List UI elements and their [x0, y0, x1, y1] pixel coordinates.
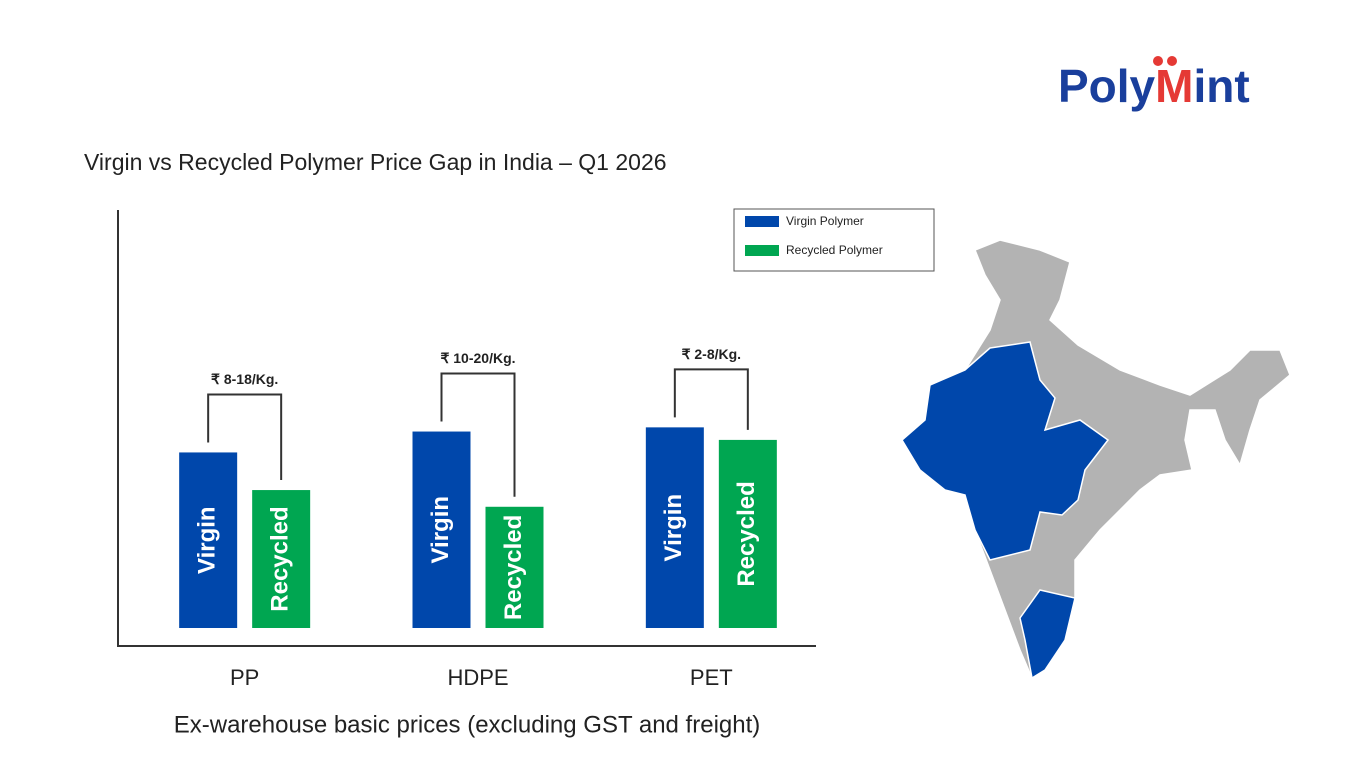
legend-label: Recycled Polymer — [786, 243, 883, 257]
legend-swatch — [745, 245, 779, 256]
gap-label: ₹ 8-18/Kg. — [211, 371, 278, 387]
bar-label: Recycled — [267, 506, 294, 611]
legend-swatch — [745, 216, 779, 227]
x-tick-label: PP — [230, 665, 259, 690]
logo-dot — [1153, 56, 1163, 66]
chart-title: Virgin vs Recycled Polymer Price Gap in … — [84, 149, 667, 175]
gap-bracket — [207, 393, 283, 481]
bar — [179, 452, 238, 628]
gap-bracket — [440, 372, 516, 497]
x-tick-label: PET — [690, 665, 733, 690]
x-tick-label: HDPE — [447, 665, 508, 690]
india-map — [901, 239, 1291, 680]
logo-part: Poly — [1058, 60, 1156, 112]
bar — [252, 490, 311, 628]
gap-label: ₹ 2-8/Kg. — [682, 346, 741, 362]
gap-label: ₹ 10-20/Kg. — [440, 350, 515, 366]
bar-label: Virgin — [660, 494, 687, 562]
caption: Ex-warehouse basic prices (excluding GST… — [174, 711, 761, 738]
bar — [485, 506, 544, 628]
logo-part: int — [1193, 60, 1249, 112]
bar — [645, 427, 704, 628]
bar-label: Virgin — [427, 496, 454, 564]
bar — [718, 439, 777, 628]
logo: PolyMint — [1058, 60, 1250, 112]
legend-label: Virgin Polymer — [786, 214, 864, 228]
bar — [412, 431, 471, 628]
logo-dot — [1167, 56, 1177, 66]
bar-label: Virgin — [194, 506, 221, 574]
gap-bracket — [673, 368, 749, 430]
bar-label: Recycled — [733, 481, 760, 586]
logo-part: M — [1155, 60, 1193, 112]
bar-label: Recycled — [500, 515, 527, 620]
